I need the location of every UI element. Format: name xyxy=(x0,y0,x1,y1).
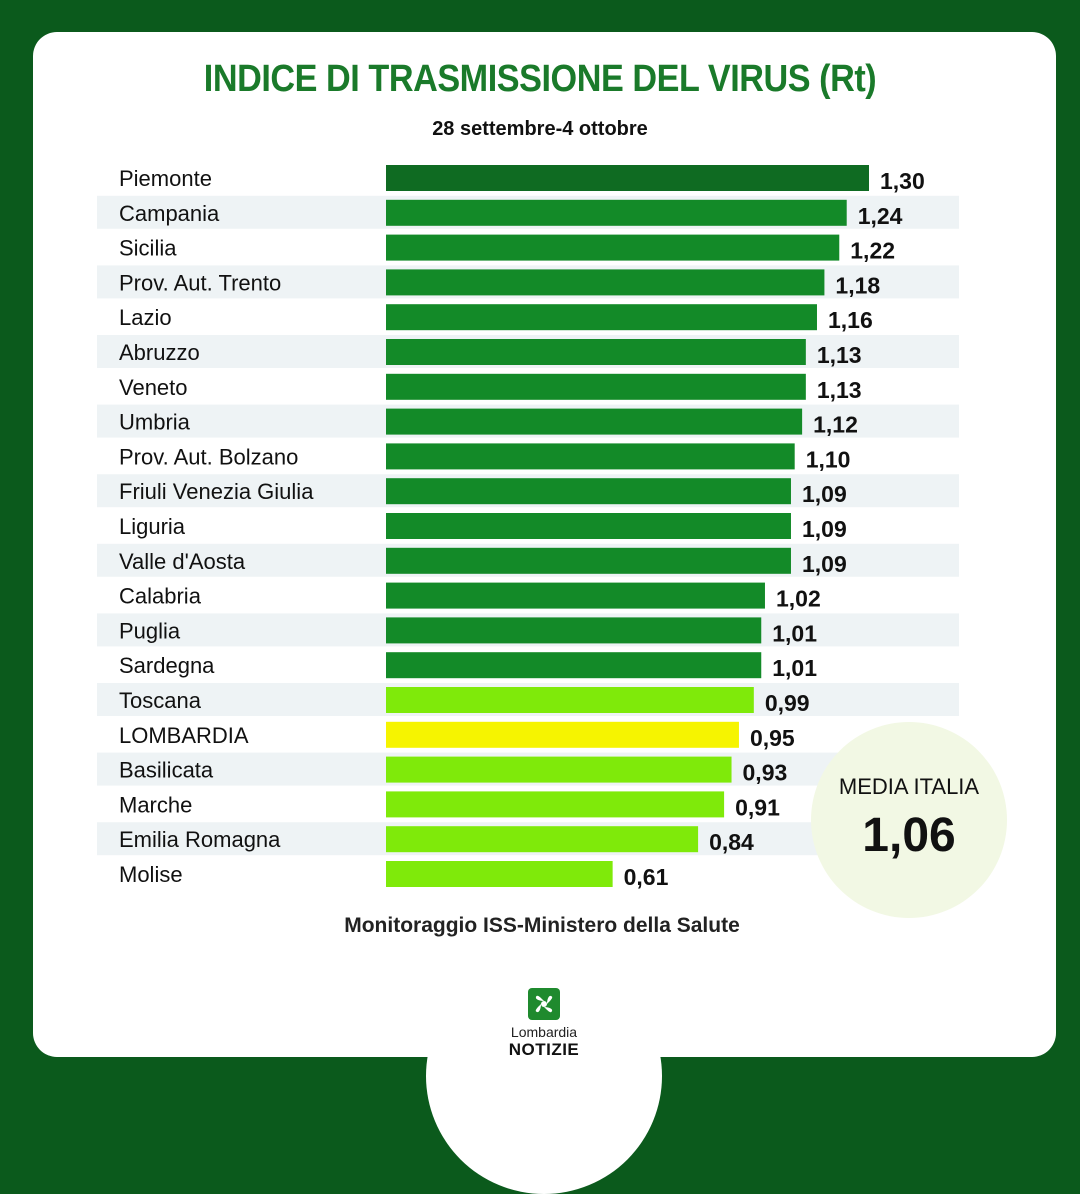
bar xyxy=(386,791,725,818)
value-label: 1,02 xyxy=(776,586,821,612)
category-label: Friuli Venezia Giulia xyxy=(119,479,314,504)
category-label: Molise xyxy=(119,862,183,887)
value-label: 1,01 xyxy=(772,655,817,681)
lombardia-logo-icon xyxy=(528,988,560,1020)
bar xyxy=(386,582,765,609)
value-label: 0,93 xyxy=(743,760,788,786)
category-label: Emilia Romagna xyxy=(119,827,281,852)
source-caption: Monitoraggio ISS-Ministero della Salute xyxy=(344,914,740,937)
value-label: 1,01 xyxy=(772,620,817,646)
value-label: 1,22 xyxy=(850,238,895,264)
category-label: Prov. Aut. Bolzano xyxy=(119,444,298,469)
category-label: Campania xyxy=(119,201,220,226)
value-label: 1,10 xyxy=(806,446,851,472)
category-label: Puglia xyxy=(119,618,181,643)
category-label: Umbria xyxy=(119,410,191,435)
chart-title: INDICE DI TRASMISSIONE DEL VIRUS (Rt) xyxy=(203,58,877,100)
media-italia-badge: MEDIA ITALIA 1,06 xyxy=(811,722,1007,918)
bar xyxy=(386,861,613,887)
category-label: Calabria xyxy=(119,584,202,609)
value-label: 1,13 xyxy=(817,377,862,403)
value-label: 1,09 xyxy=(802,551,847,577)
category-label: Basilicata xyxy=(119,758,214,783)
category-label: Abruzzo xyxy=(119,340,200,365)
bar xyxy=(386,165,869,191)
chart-subtitle: 28 settembre-4 ottobre xyxy=(432,118,648,140)
value-label: 0,84 xyxy=(709,829,754,855)
bar xyxy=(386,339,806,365)
bar xyxy=(386,269,825,296)
category-label: Toscana xyxy=(119,688,202,713)
bar xyxy=(386,199,847,226)
bar xyxy=(386,443,795,470)
category-label: LOMBARDIA xyxy=(119,723,249,748)
value-label: 0,95 xyxy=(750,725,795,751)
value-label: 1,09 xyxy=(802,481,847,507)
category-label: Prov. Aut. Trento xyxy=(119,270,281,295)
value-label: 0,61 xyxy=(624,864,669,890)
value-label: 1,30 xyxy=(880,168,925,194)
value-label: 1,09 xyxy=(802,516,847,542)
bar xyxy=(386,687,754,713)
category-label: Piemonte xyxy=(119,166,212,191)
bar xyxy=(386,721,739,748)
bar xyxy=(386,373,806,400)
media-italia-label: MEDIA ITALIA xyxy=(838,773,980,799)
bar xyxy=(386,617,762,644)
bar xyxy=(386,304,817,331)
bar xyxy=(386,756,732,783)
value-label: 1,24 xyxy=(858,203,903,229)
logo-text-lombardia: Lombardia xyxy=(510,1024,578,1040)
category-label: Lazio xyxy=(119,305,172,330)
media-italia-value: 1,06 xyxy=(862,808,956,862)
category-label: Veneto xyxy=(119,375,188,400)
value-label: 1,16 xyxy=(828,307,873,333)
logo-text-notizie: NOTIZIE xyxy=(508,1040,580,1059)
bar xyxy=(386,547,791,574)
bar xyxy=(386,234,840,261)
category-label: Valle d'Aosta xyxy=(119,549,246,574)
value-label: 1,13 xyxy=(817,342,862,368)
value-label: 1,18 xyxy=(835,272,880,298)
value-label: 0,91 xyxy=(735,794,780,820)
bar xyxy=(386,513,791,539)
category-label: Sardegna xyxy=(119,653,215,678)
bar-chart: Piemonte 1,30 Campania 1,24 Sicilia 1,22 Prov.… xyxy=(97,165,959,890)
value-label: 0,99 xyxy=(765,690,810,716)
bar xyxy=(386,478,791,505)
category-label: Liguria xyxy=(119,514,186,539)
bar xyxy=(386,652,762,679)
category-label: Sicilia xyxy=(119,236,177,261)
bar xyxy=(386,826,699,853)
bar xyxy=(386,408,803,435)
category-label: Marche xyxy=(119,792,192,817)
value-label: 1,12 xyxy=(813,412,858,438)
